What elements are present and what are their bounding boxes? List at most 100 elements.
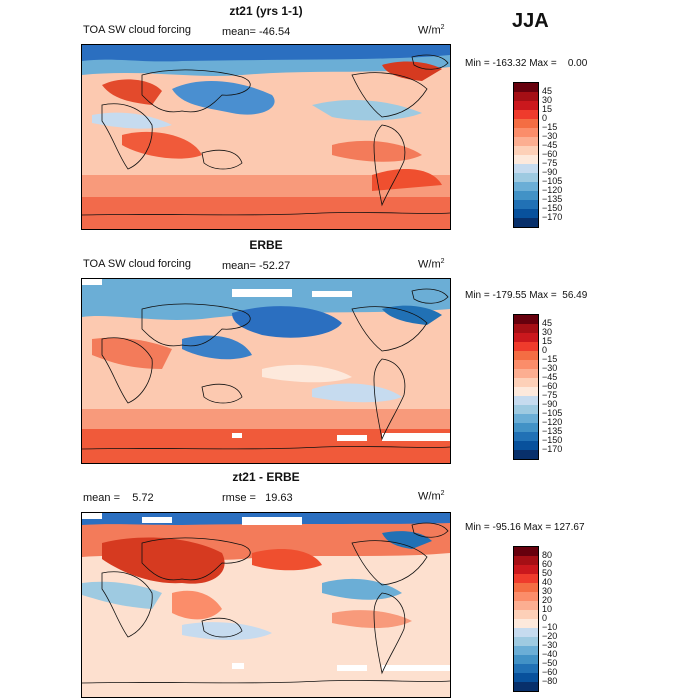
colorbar-swatch [514, 664, 538, 673]
colorbar-swatch [514, 218, 538, 227]
colorbar-swatch [514, 360, 538, 369]
colorbar-swatch [514, 432, 538, 441]
colorbar-swatch [514, 182, 538, 191]
colorbar-swatch [514, 450, 538, 459]
colorbar-swatch [514, 333, 538, 342]
colorbar-swatch [514, 414, 538, 423]
colorbar-tick-label: −105 [542, 407, 563, 418]
colorbar-swatch [514, 655, 538, 664]
colorbar-tick-label: −10 [542, 621, 558, 632]
colorbar-swatch [514, 646, 538, 655]
panel-2-title: ERBE [249, 238, 283, 252]
colorbar-tick-label: −150 [542, 202, 563, 213]
colorbar-tick-label: −105 [542, 175, 563, 186]
panel-3-map [81, 512, 451, 698]
colorbar-swatch [514, 146, 538, 155]
season-label: JJA [512, 10, 549, 32]
colorbar-tick-label: −90 [542, 166, 558, 177]
panel-2-units: W/m2 [418, 258, 445, 271]
colorbar-tick-label: −135 [542, 425, 563, 436]
colorbar-swatch [514, 682, 538, 691]
colorbar-tick-label: −75 [542, 157, 558, 168]
colorbar-swatch [514, 110, 538, 119]
colorbar-tick-label: −135 [542, 193, 563, 204]
colorbar-swatch [514, 610, 538, 619]
colorbar-swatch [514, 628, 538, 637]
panel-2-map [81, 278, 451, 464]
colorbar-swatch [514, 369, 538, 378]
panel-1-colorbar-labels: 45 30 15 0 −15 −30 −45 −60 −75 −90 −105 −120 −135 −15… [542, 82, 602, 226]
colorbar-tick-label: 0 [542, 344, 548, 355]
colorbar-swatch [514, 619, 538, 628]
colorbar-tick-label: 10 [542, 603, 553, 614]
colorbar-tick-label: −75 [542, 389, 558, 400]
colorbar-swatch [514, 342, 538, 351]
colorbar-tick-label: −60 [542, 666, 558, 677]
panel-3-rmse: rmse = 19.63 [222, 492, 293, 504]
colorbar-swatch [514, 423, 538, 432]
colorbar-tick-label: 30 [542, 585, 553, 596]
panel-1-minmax: Min = -163.32 Max = 0.00 [465, 58, 588, 69]
colorbar-swatch [514, 601, 538, 610]
colorbar-tick-label: −170 [542, 211, 563, 222]
colorbar-swatch [514, 351, 538, 360]
panel-1-title: zt21 (yrs 1-1) [229, 4, 303, 18]
colorbar-swatch [514, 83, 538, 92]
colorbar-tick-label: 20 [542, 594, 553, 605]
panel-2-mean: mean= -52.27 [222, 260, 291, 272]
panel-1-mean: mean= -46.54 [222, 26, 291, 38]
panel-2-field-label: TOA SW cloud forcing [83, 258, 192, 270]
panel-3-minmax: Min = -95.16 Max = 127.67 [465, 522, 585, 533]
panel-3-colorbar-labels: 80 60 50 40 30 20 10 0 −10 −20 −30 −40 −50 −60 −80 [542, 546, 602, 690]
colorbar-tick-label: 45 [542, 317, 553, 328]
colorbar-swatch [514, 164, 538, 173]
colorbar-tick-label: 80 [542, 549, 553, 560]
colorbar-tick-label: −30 [542, 362, 558, 373]
colorbar-swatch [514, 378, 538, 387]
colorbar-tick-label: −80 [542, 675, 558, 686]
panel-2-colorbar-labels: 45 30 15 0 −15 −30 −45 −60 −75 −90 −105 −120 −135 −15… [542, 314, 602, 458]
panel-3-units: W/m2 [418, 490, 445, 503]
panel-1-map [81, 44, 451, 230]
colorbar-swatch [514, 191, 538, 200]
colorbar-swatch [514, 592, 538, 601]
colorbar-swatch [514, 574, 538, 583]
colorbar-tick-label: −50 [542, 657, 558, 668]
colorbar-swatch [514, 137, 538, 146]
colorbar-tick-label: −60 [542, 148, 558, 159]
colorbar-tick-label: 40 [542, 576, 553, 587]
colorbar-tick-label: −170 [542, 443, 563, 454]
colorbar-swatch [514, 673, 538, 682]
colorbar-tick-label: 0 [542, 612, 548, 623]
colorbar-tick-label: −15 [542, 121, 558, 132]
panel-3-mean: mean = 5.72 [83, 492, 154, 504]
panel-3-colorbar [513, 546, 539, 692]
colorbar-swatch [514, 441, 538, 450]
panel-1-units: W/m2 [418, 24, 445, 37]
colorbar-tick-label: −120 [542, 416, 563, 427]
colorbar-swatch [514, 556, 538, 565]
colorbar-swatch [514, 405, 538, 414]
colorbar-swatch [514, 324, 538, 333]
colorbar-swatch [514, 637, 538, 646]
colorbar-tick-label: −90 [542, 398, 558, 409]
colorbar-tick-label: −20 [542, 630, 558, 641]
panel-2-minmax: Min = -179.55 Max = 56.49 [465, 290, 588, 301]
colorbar-tick-label: −120 [542, 184, 563, 195]
colorbar-tick-label: 50 [542, 567, 553, 578]
panel-2-colorbar [513, 314, 539, 460]
colorbar-swatch [514, 547, 538, 556]
colorbar-tick-label: −15 [542, 353, 558, 364]
colorbar-swatch [514, 128, 538, 137]
colorbar-tick-label: −30 [542, 130, 558, 141]
colorbar-swatch [514, 565, 538, 574]
panel-3-title: zt21 - ERBE [232, 470, 300, 484]
colorbar-swatch [514, 209, 538, 218]
colorbar-swatch [514, 119, 538, 128]
colorbar-swatch [514, 155, 538, 164]
colorbar-tick-label: 15 [542, 103, 553, 114]
panel-1-field-label: TOA SW cloud forcing [83, 24, 192, 36]
colorbar-tick-label: 30 [542, 326, 553, 337]
colorbar-swatch [514, 173, 538, 182]
colorbar-swatch [514, 387, 538, 396]
